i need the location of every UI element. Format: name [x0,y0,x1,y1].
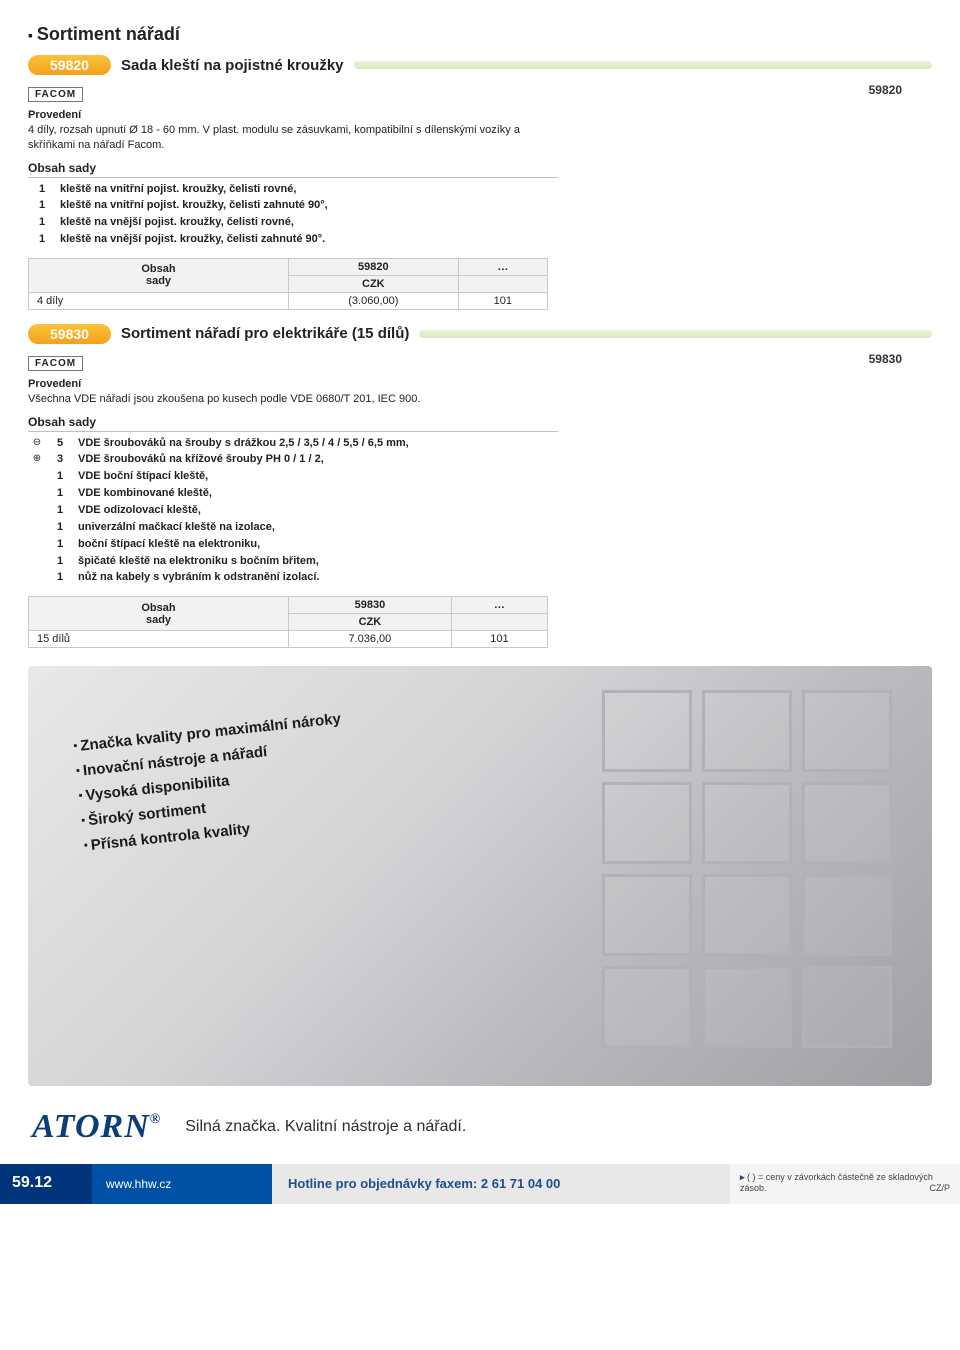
contents-head: Obsah sady [28,161,558,178]
price-table: Obsahsady 59820… CZK 4 díly(3.060,00)101 [28,258,548,310]
prov-head: Provedení [28,109,81,121]
product-59820: 59820 Sada kleští na pojistné kroužky 59… [28,55,932,310]
price-table: Obsahsady 59830… CZK 15 dílů7.036,00101 [28,596,548,648]
promo-bullets: Značka kvality pro maximální nároky Inov… [72,703,353,863]
code-pill: 59820 [28,55,111,75]
footer-url: www.hhw.cz [92,1164,272,1204]
contents-list: 1kleště na vnitřní pojist. kroužky, čeli… [28,181,558,248]
brand-badge: FACOM [28,356,83,371]
promo-image-grid [602,690,892,1048]
ref-label: 59820 [869,83,902,97]
title-bar [354,61,932,69]
footer-note: ▸ ( ) = ceny v závorkách částečně ze skl… [730,1164,960,1204]
prov-head: Provedení [28,378,81,390]
page-title: Sortiment nářadí [28,24,932,45]
title-bar [419,330,932,338]
atorn-row: ATORN® Silná značka. Kvalitní nástroje a… [28,1100,932,1154]
contents-head: Obsah sady [28,415,558,432]
product-name: Sortiment nářadí pro elektrikáře (15 díl… [121,325,409,342]
prov-text: 4 díly, rozsah upnutí Ø 18 - 60 mm. V pl… [28,124,520,151]
ref-label: 59830 [869,352,902,366]
atorn-logo: ATORN® [32,1108,161,1146]
contents-list: ⊖5VDE šroubováků na šrouby s drážkou 2,5… [28,435,558,587]
page-number: 59.12 [0,1164,92,1204]
product-59830: 59830 Sortiment nářadí pro elektrikáře (… [28,324,932,648]
page-footer: 59.12 www.hhw.cz Hotline pro objednávky … [0,1164,960,1204]
brand-badge: FACOM [28,87,83,102]
atorn-tagline: Silná značka. Kvalitní nástroje a nářadí… [185,1118,466,1136]
footer-hotline: Hotline pro objednávky faxem: 2 61 71 04… [272,1164,730,1204]
promo-panel: Značka kvality pro maximální nároky Inov… [28,666,932,1086]
product-name: Sada kleští na pojistné kroužky [121,57,344,74]
arrow-icon: ▸ [740,1172,745,1182]
prov-text: Všechna VDE nářadí jsou zkoušena po kuse… [28,393,420,405]
code-pill: 59830 [28,324,111,344]
